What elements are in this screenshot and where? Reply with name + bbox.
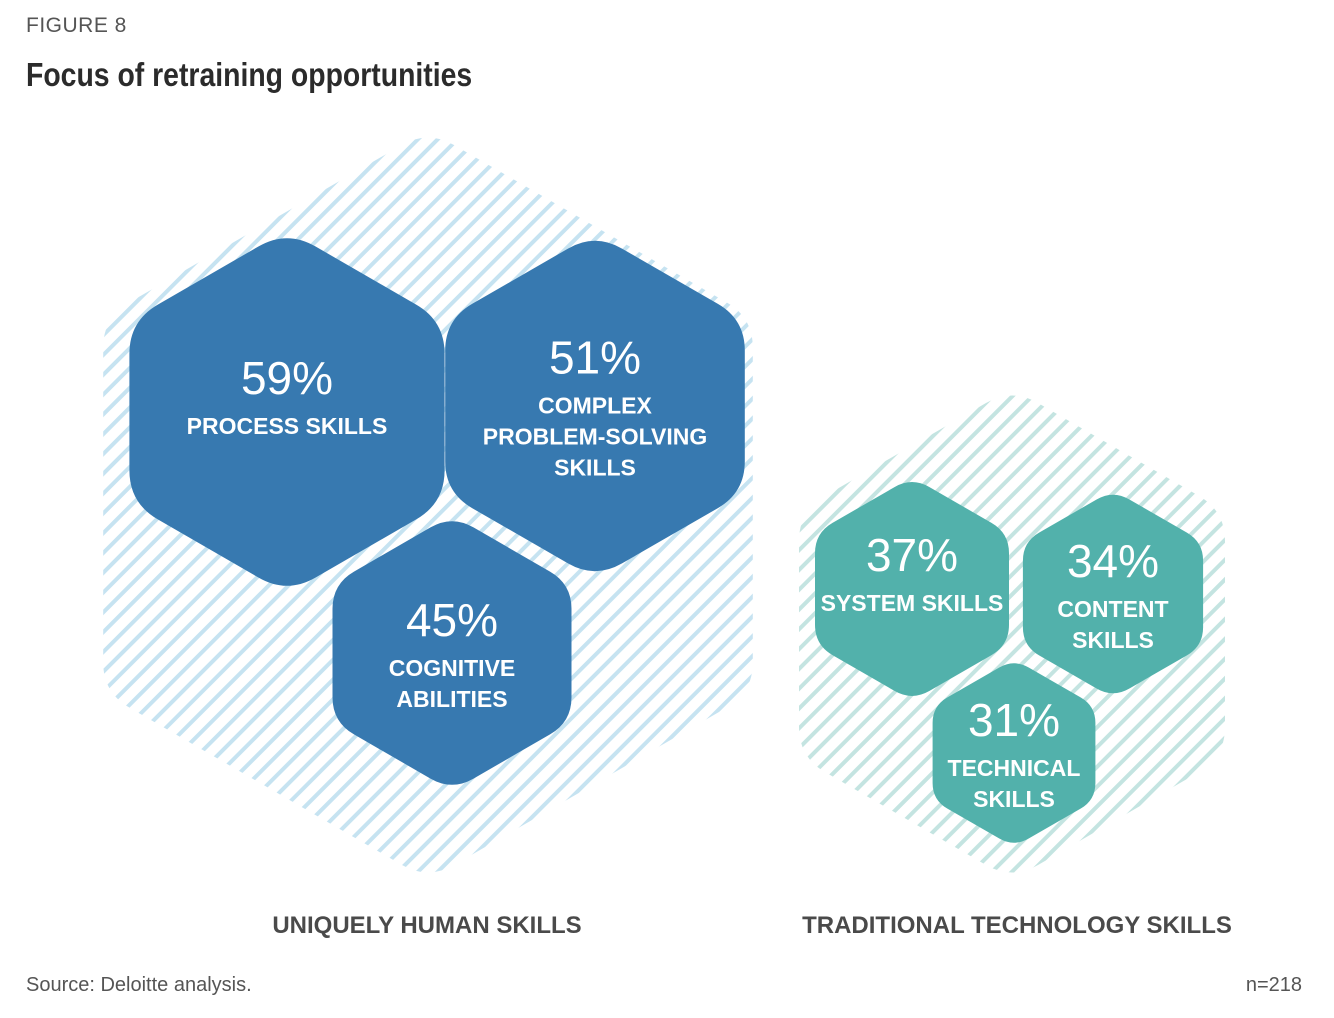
skill-percentage: 31% bbox=[968, 694, 1060, 746]
skill-percentage: 45% bbox=[406, 594, 498, 646]
skill-label: ABILITIES bbox=[396, 686, 507, 712]
skill-label: COGNITIVE bbox=[389, 655, 516, 681]
skill-hexagon-shape bbox=[932, 663, 1096, 843]
skill-label: TECHNICAL bbox=[948, 755, 1081, 781]
skill-label: SKILLS bbox=[1072, 627, 1154, 653]
skill-hexagon-shape bbox=[332, 521, 572, 785]
skill-hexagon: 37% SYSTEM SKILLS bbox=[815, 482, 1009, 696]
skill-label: COMPLEX bbox=[538, 393, 652, 419]
skill-label: PROCESS SKILLS bbox=[187, 413, 388, 439]
skill-hexagon-shape bbox=[129, 238, 445, 586]
skill-percentage: 59% bbox=[241, 352, 333, 404]
sample-size: n=218 bbox=[1245, 974, 1302, 996]
skill-percentage: 34% bbox=[1067, 535, 1159, 587]
skill-percentage: 51% bbox=[549, 332, 641, 384]
skill-hexagon-shape bbox=[1022, 494, 1204, 694]
skill-hexagon: 45% COGNITIVE ABILITIES bbox=[332, 521, 572, 785]
skill-percentage: 37% bbox=[866, 529, 958, 581]
skill-label: SKILLS bbox=[973, 786, 1055, 812]
group-label: UNIQUELY HUMAN SKILLS bbox=[272, 912, 581, 939]
skill-hexagon: 34% CONTENT SKILLS bbox=[1022, 494, 1204, 694]
figure-label: FIGURE 8 bbox=[26, 14, 127, 37]
page-title: Focus of retraining opportunities bbox=[26, 56, 473, 93]
skill-hexagon: 59% PROCESS SKILLS bbox=[129, 238, 445, 586]
group-label: TRADITIONAL TECHNOLOGY SKILLS bbox=[802, 912, 1232, 939]
skill-hexagon: 51% COMPLEX PROBLEM-SOLVING SKILLS bbox=[445, 240, 745, 572]
skill-hexagon-shape bbox=[445, 240, 745, 572]
skill-hexagon: 31% TECHNICAL SKILLS bbox=[932, 663, 1096, 843]
source-note: Source: Deloitte analysis. bbox=[26, 974, 252, 996]
skill-label: PROBLEM-SOLVING bbox=[483, 424, 707, 450]
skill-label: SKILLS bbox=[554, 455, 636, 481]
skill-hexagon-shape bbox=[815, 482, 1009, 696]
skill-label: CONTENT bbox=[1057, 596, 1168, 622]
skill-label: SYSTEM SKILLS bbox=[821, 590, 1004, 616]
